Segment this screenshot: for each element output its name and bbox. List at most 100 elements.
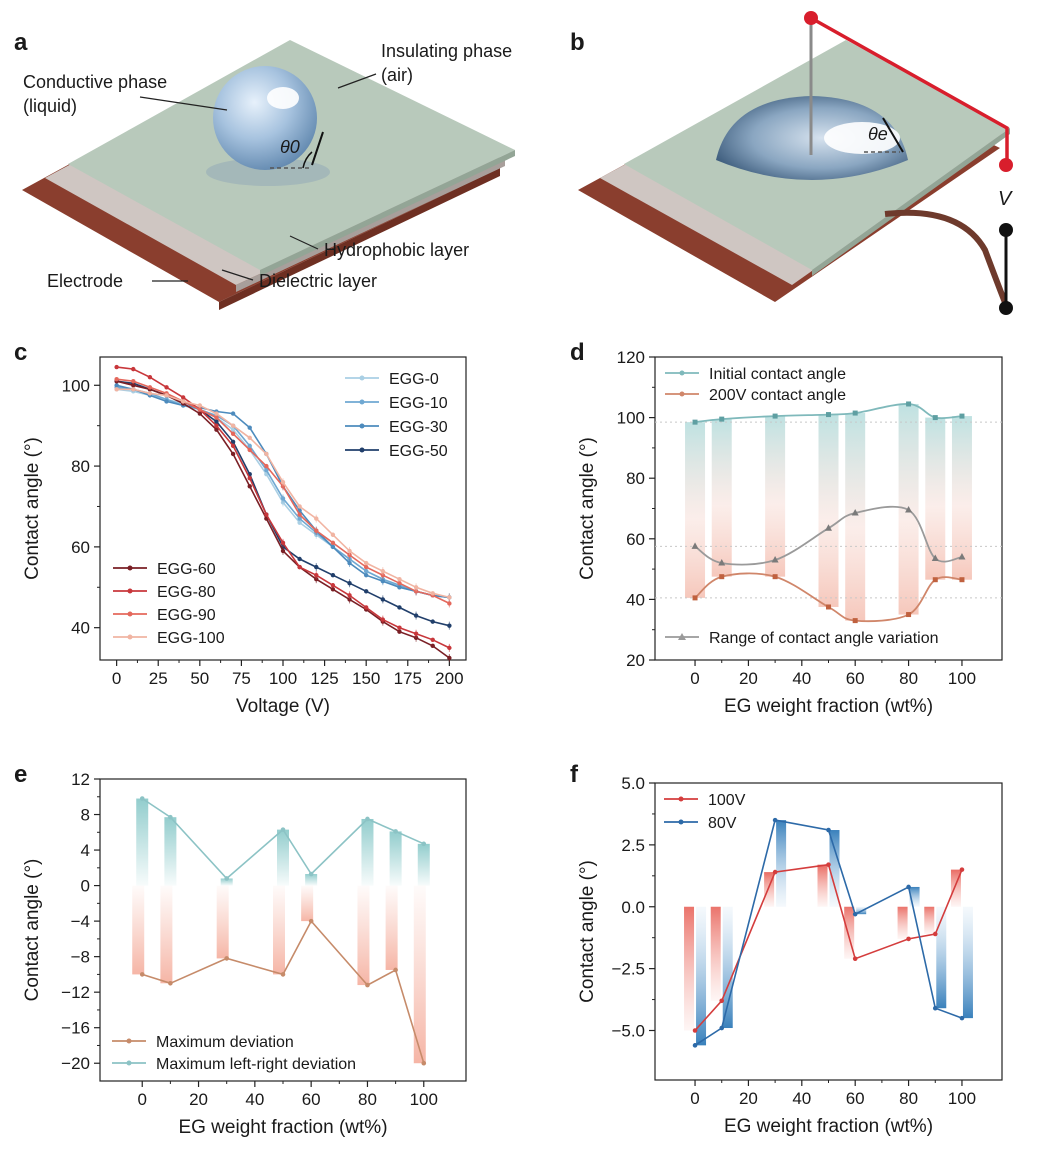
y-tick-label: −2.5 (611, 960, 645, 979)
data-point (380, 617, 386, 622)
data-point (114, 364, 119, 370)
data-point (906, 884, 911, 890)
data-point (230, 411, 236, 416)
data-point (397, 605, 402, 610)
x-tick-label: 125 (310, 669, 338, 688)
wire-terminal-black-top (999, 223, 1013, 237)
y-axis-label: Contact angle (°) (22, 859, 43, 1002)
y-axis-label: Contact angle (°) (577, 860, 598, 1003)
data-point (347, 560, 352, 566)
data-point (413, 589, 419, 594)
data-point (224, 956, 229, 961)
data-point (280, 827, 286, 832)
data-point (308, 918, 314, 924)
bar-80v (962, 906, 973, 1019)
panel-letter: f (570, 761, 579, 788)
data-point (247, 476, 252, 481)
legend-marker (679, 391, 685, 397)
data-point (413, 585, 419, 590)
data-point (280, 972, 286, 977)
data-point (314, 572, 319, 578)
y-tick-label: 80 (626, 469, 645, 488)
data-point (852, 911, 858, 917)
series-egg-90 (114, 377, 452, 608)
legend-label: Maximum left-right deviation (156, 1056, 356, 1073)
legend-marker (359, 375, 365, 381)
data-point (347, 552, 352, 558)
series-line (694, 863, 963, 1032)
data-point (825, 524, 832, 531)
bar-100v (844, 906, 855, 959)
x-axis-label: Voltage (V) (236, 696, 330, 717)
conductive-leader (139, 96, 228, 111)
data-point (719, 1025, 725, 1031)
data-point (180, 399, 186, 404)
deviation-bar (413, 885, 426, 1064)
data-point (397, 585, 402, 590)
y-tick-label: −5.0 (611, 1022, 645, 1041)
data-point (447, 623, 452, 628)
x-tick-label: 80 (899, 669, 918, 688)
data-point (447, 655, 452, 661)
data-point (330, 572, 336, 578)
data-point (692, 1043, 698, 1048)
variation-bar (951, 416, 972, 580)
data-point (719, 574, 725, 580)
data-point (852, 956, 858, 962)
data-point (164, 393, 169, 398)
deviation-bar (273, 885, 285, 975)
y-tick-label: 0.0 (621, 898, 645, 917)
data-point (214, 415, 219, 420)
panel-b: b V θe (570, 11, 1013, 315)
insulating-phase-label-2: (air) (381, 65, 413, 85)
data-point (147, 391, 153, 396)
data-point (230, 431, 236, 436)
legend-marker (678, 633, 686, 640)
left-right-bar (417, 843, 430, 886)
data-point (959, 577, 965, 583)
y-tick-label: 12 (71, 770, 90, 789)
x-tick-label: 200 (435, 669, 463, 688)
data-point (393, 829, 398, 834)
x-tick-label: 80 (899, 1089, 918, 1108)
dielectric-layer-label: Dielectric layer (259, 271, 377, 291)
x-tick-label: 150 (352, 669, 380, 688)
data-point (297, 512, 302, 517)
y-axis-label: Contact angle (°) (22, 437, 43, 580)
variation-bar (711, 419, 732, 577)
data-point (397, 581, 402, 586)
y-tick-label: 100 (62, 376, 90, 395)
x-tick-label: 100 (948, 1089, 976, 1108)
data-point (826, 827, 831, 833)
x-tick-label: 25 (149, 669, 168, 688)
left-right-bar (164, 817, 177, 886)
hydrophobic-layer-label: Hydrophobic layer (324, 240, 469, 260)
data-point (314, 528, 319, 533)
droplet-highlight (267, 87, 299, 109)
x-axis-label: EG weight fraction (wt%) (724, 1116, 933, 1137)
data-point (197, 403, 203, 408)
x-tick-label: 60 (302, 1090, 321, 1109)
contact-angle-tangent (311, 131, 324, 166)
data-point (264, 467, 269, 473)
x-tick-label: 40 (792, 1089, 811, 1108)
legend-label: EGG-30 (389, 419, 448, 436)
voltage-label: V (998, 188, 1013, 210)
data-point (139, 972, 145, 977)
left-right-bar (220, 878, 233, 886)
left-right-bar (136, 798, 149, 886)
data-point (363, 572, 369, 578)
bar-100v (764, 872, 775, 907)
left-right-bar (361, 818, 374, 886)
x-tick-label: 0 (137, 1090, 146, 1109)
dielectric-edge (236, 160, 505, 292)
electrode-edge (219, 168, 500, 310)
data-point (131, 383, 136, 388)
legend-marker (126, 1060, 132, 1066)
x-tick-label: 75 (232, 669, 251, 688)
bar-80v (909, 886, 920, 907)
data-point (247, 425, 252, 430)
data-point (330, 587, 336, 592)
data-point (264, 512, 269, 517)
data-point (413, 631, 419, 636)
